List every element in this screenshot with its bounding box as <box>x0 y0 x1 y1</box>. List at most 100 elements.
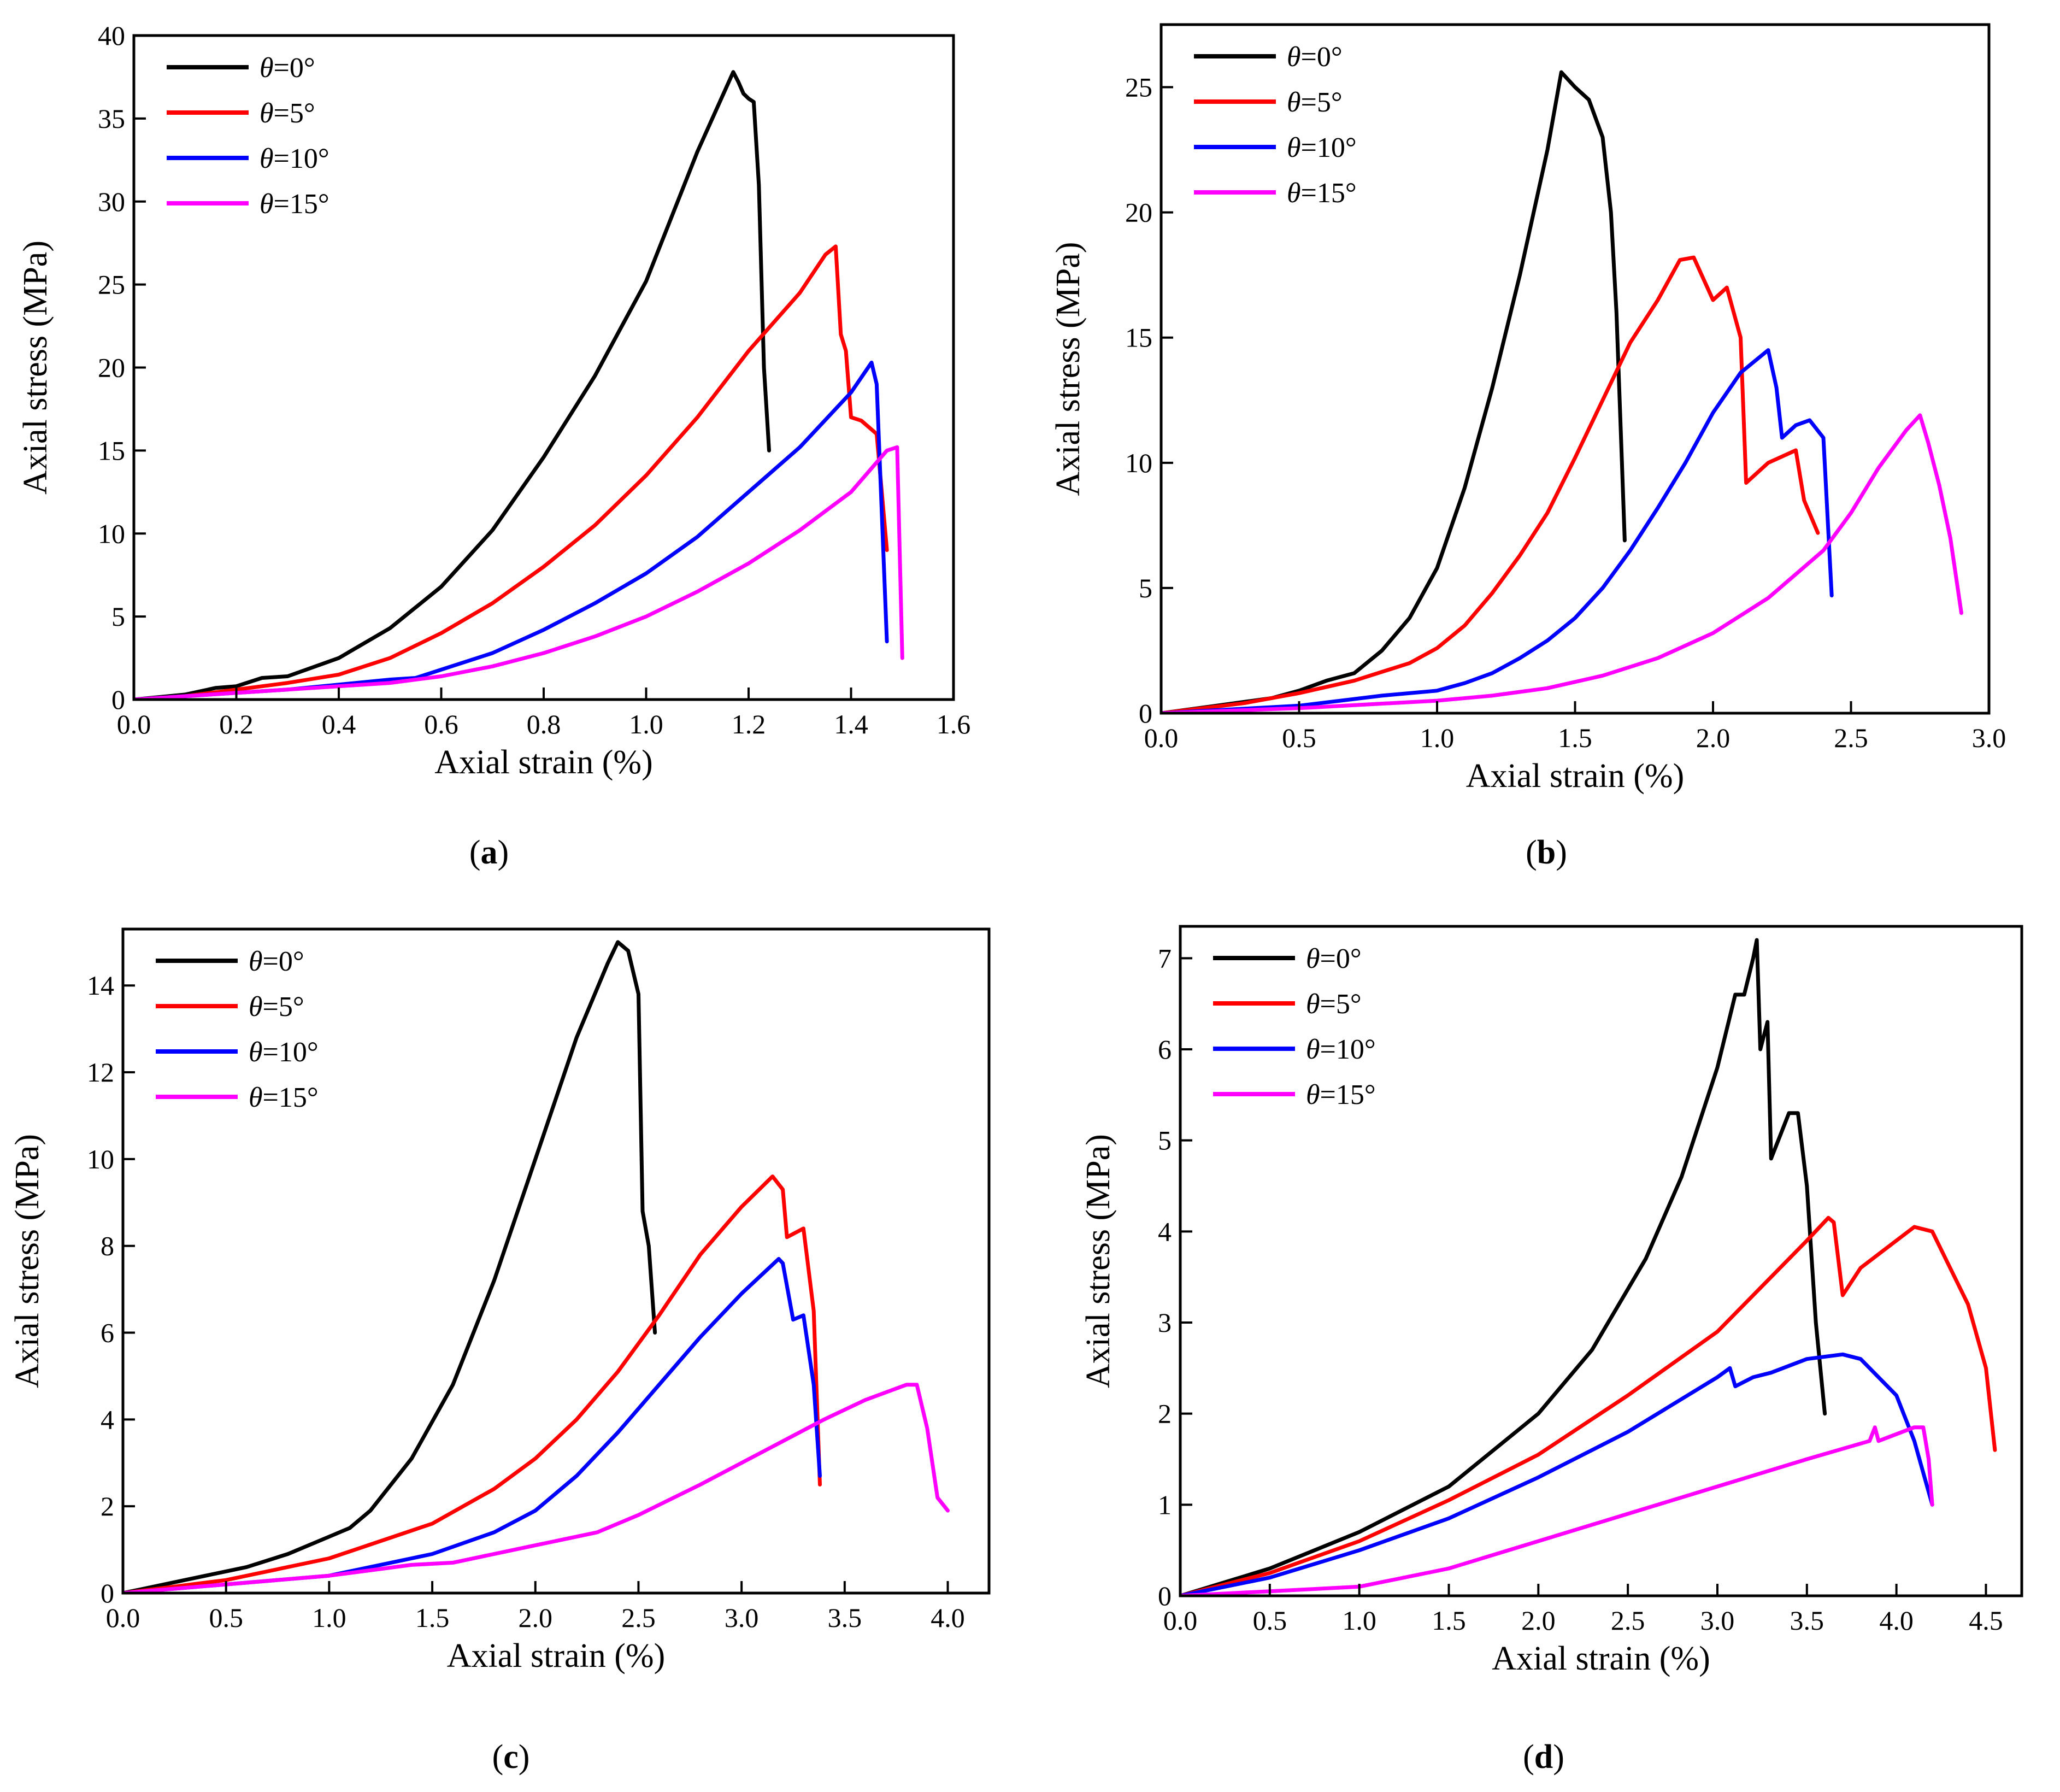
legend-label: θ=10° <box>260 143 329 174</box>
y-tick-label: 6 <box>101 1318 114 1348</box>
legend-label: θ=0° <box>249 946 304 977</box>
y-tick-label: 25 <box>1125 72 1152 103</box>
series-line-a-3 <box>134 445 904 700</box>
x-tick-label: 0.5 <box>209 1602 243 1633</box>
x-tick-label: 4.0 <box>1879 1605 1914 1636</box>
x-tick-label: 3.5 <box>1790 1605 1824 1636</box>
series-line-b-1 <box>1161 255 1820 713</box>
x-tick-label: 3.5 <box>828 1602 862 1633</box>
panel-label: (c) <box>492 1738 530 1776</box>
y-tick-label: 4 <box>101 1404 114 1435</box>
y-tick-label: 40 <box>98 20 125 51</box>
y-tick-label: 15 <box>1125 322 1152 353</box>
y-tick-label: 35 <box>98 103 125 134</box>
x-tick-label: 2.0 <box>1521 1605 1556 1636</box>
x-tick-label: 1.0 <box>1420 722 1455 753</box>
y-axis-label: Axial stress (MPa) <box>9 1134 46 1388</box>
chart-panel-c: 0.0 0.5 1.0 1.5 2.0 2.5 3.0 3.5 4.0 0 2 4 6 8 10 12 14 Ax… <box>9 927 991 1776</box>
y-tick-label: 25 <box>98 269 125 300</box>
y-tick-label: 14 <box>87 970 114 1001</box>
y-tick-label: 10 <box>87 1144 114 1174</box>
y-tick-label: 30 <box>98 186 125 217</box>
x-tick-label: 4.5 <box>1969 1605 2003 1636</box>
y-tick-label: 5 <box>111 601 125 632</box>
x-axis-label: Axial strain (%) <box>434 744 652 781</box>
legend-label: θ=10° <box>249 1037 319 1068</box>
y-tick-label: 0 <box>111 684 125 715</box>
x-tick-label: 0.8 <box>527 709 561 739</box>
x-tick-label: 0.0 <box>106 1602 140 1633</box>
legend-label: θ=10° <box>1287 132 1357 163</box>
x-tick-label: 2.5 <box>1834 722 1868 753</box>
panel-label: (d) <box>1523 1738 1564 1776</box>
y-tick-label: 3 <box>1158 1307 1172 1338</box>
y-tick-label: 10 <box>1125 448 1152 478</box>
series-line-d-2 <box>1180 1352 1934 1596</box>
y-axis-label: Axial stress (MPa) <box>1080 1134 1117 1388</box>
x-axis-label: Axial strain (%) <box>447 1637 665 1675</box>
series-line-b-3 <box>1161 413 1963 713</box>
y-tick-label: 15 <box>98 435 125 466</box>
series-line-c-1 <box>123 1174 822 1593</box>
legend-label: θ=5° <box>260 98 315 129</box>
y-tick-label: 8 <box>101 1231 114 1261</box>
x-tick-label: 1.2 <box>732 709 766 739</box>
series-line-a-0 <box>134 70 771 700</box>
legend-label: θ=0° <box>1306 943 1362 974</box>
y-tick-label: 0 <box>1139 698 1152 728</box>
x-tick-label: 1.5 <box>415 1602 450 1633</box>
series-line-c-0 <box>123 940 657 1593</box>
series-line-a-1 <box>134 244 889 700</box>
y-tick-label: 2 <box>1158 1399 1172 1429</box>
y-tick-label: 12 <box>87 1057 114 1088</box>
x-axis-label: Axial strain (%) <box>1492 1640 1710 1677</box>
y-tick-label: 0 <box>1158 1581 1172 1611</box>
legend-label: θ=15° <box>249 1082 319 1113</box>
legend-label: θ=0° <box>260 52 315 84</box>
series-line-d-3 <box>1180 1425 1934 1596</box>
chart-panel-a: 0.0 0.2 0.4 0.6 0.8 1.0 1.2 1.4 1.6 0 5 10 15 20 25 30 3… <box>17 20 970 871</box>
y-tick-label: 5 <box>1139 573 1152 603</box>
x-tick-label: 0.5 <box>1253 1605 1287 1636</box>
x-axis-label: Axial strain (%) <box>1466 757 1684 795</box>
legend-label: θ=5° <box>249 991 304 1023</box>
x-tick-label: 0.0 <box>1144 722 1179 753</box>
y-tick-label: 1 <box>1158 1489 1172 1520</box>
y-axis-label: Axial stress (MPa) <box>1050 242 1087 496</box>
x-tick-label: 0.5 <box>1282 722 1316 753</box>
y-axis-label: Axial stress (MPa) <box>17 240 54 495</box>
y-tick-label: 20 <box>1125 197 1152 228</box>
series-line-c-3 <box>123 1383 950 1593</box>
y-tick-label: 2 <box>101 1491 114 1521</box>
x-tick-label: 0.0 <box>117 709 151 739</box>
x-tick-label: 1.5 <box>1432 1605 1466 1636</box>
chart-panel-d: 0.0 0.5 1.0 1.5 2.0 2.5 3.0 3.5 4.0 4.5 0 1 2 3 4 5 6 7 Ax… <box>1080 925 2023 1776</box>
legend-label: θ=5° <box>1306 989 1362 1020</box>
x-tick-label: 1.4 <box>834 709 868 739</box>
x-tick-label: 1.0 <box>312 1602 346 1633</box>
x-tick-label: 0.6 <box>424 709 458 739</box>
panel-label: (a) <box>469 834 509 871</box>
y-tick-label: 4 <box>1158 1216 1172 1247</box>
legend-label: θ=10° <box>1306 1034 1376 1065</box>
y-tick-label: 7 <box>1158 943 1172 973</box>
x-tick-label: 0.4 <box>322 709 356 739</box>
series-line-d-1 <box>1180 1215 1997 1596</box>
x-tick-label: 1.0 <box>1342 1605 1376 1636</box>
chart-panel-b: 0.0 0.5 1.0 1.5 2.0 2.5 3.0 0 5 10 15 20 25 Axial str… <box>1050 23 2006 871</box>
series-line-b-2 <box>1161 348 1834 713</box>
series-line-a-2 <box>134 360 889 700</box>
plot-frame <box>132 34 955 701</box>
x-tick-label: 3.0 <box>725 1602 759 1633</box>
legend-label: θ=15° <box>1306 1079 1376 1111</box>
x-tick-label: 0.2 <box>219 709 254 739</box>
series-line-c-2 <box>123 1257 822 1593</box>
y-tick-label: 20 <box>98 352 125 383</box>
x-tick-label: 1.5 <box>1558 722 1592 753</box>
plot-frame <box>121 927 991 1595</box>
legend-label: θ=15° <box>1287 178 1357 209</box>
y-tick-label: 10 <box>98 518 125 549</box>
x-tick-label: 2.5 <box>1611 1605 1645 1636</box>
plot-frame <box>1179 925 2023 1597</box>
